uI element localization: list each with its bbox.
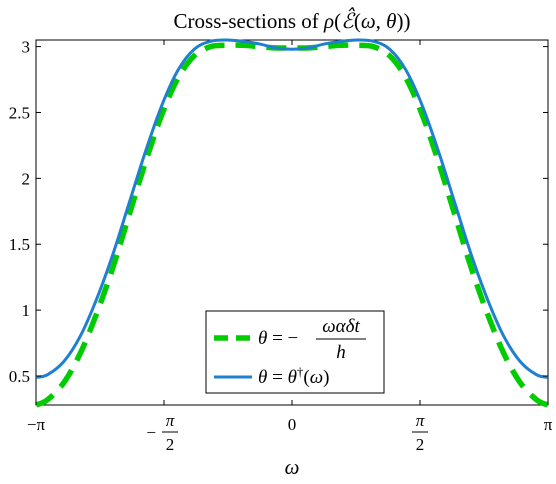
y-tick-label: 3 <box>22 38 31 57</box>
x-axis-label: ω <box>285 455 300 479</box>
x-tick-label-denominator: 2 <box>166 435 175 454</box>
x-tick-label-sign: − <box>146 423 156 442</box>
y-tick-label: 2 <box>22 169 31 188</box>
x-tick-label: −π <box>27 415 46 434</box>
y-tick-label: 1.5 <box>9 235 30 254</box>
chart-title: Cross-sections of ρ(ℰ̂(ω, θ)) <box>174 7 411 33</box>
y-tick-label: 0.5 <box>9 367 30 386</box>
x-tick-label-numerator: π <box>416 411 425 430</box>
x-tick-label-numerator: π <box>166 411 175 430</box>
series-layer <box>34 38 550 408</box>
x-tick-label: 0 <box>288 415 297 434</box>
legend-label-1-denominator: h <box>336 342 346 363</box>
legend-box <box>205 310 385 394</box>
legend: θ = − ωαδt h θ = θ†(ω) <box>205 310 385 394</box>
ticks-layer: 0.511.522.53−π −π20 π2π <box>9 38 553 454</box>
legend-label-1-numerator: ωαδt <box>322 316 360 337</box>
legend-label-2: θ = θ†(ω) <box>258 364 329 388</box>
series-line-2 <box>35 38 549 379</box>
legend-label-1: θ = − <box>258 328 298 349</box>
x-tick-label: π <box>544 415 553 434</box>
x-tick-label-denominator: 2 <box>416 435 425 454</box>
y-tick-label: 1 <box>22 301 31 320</box>
y-tick-label: 2.5 <box>9 103 30 122</box>
